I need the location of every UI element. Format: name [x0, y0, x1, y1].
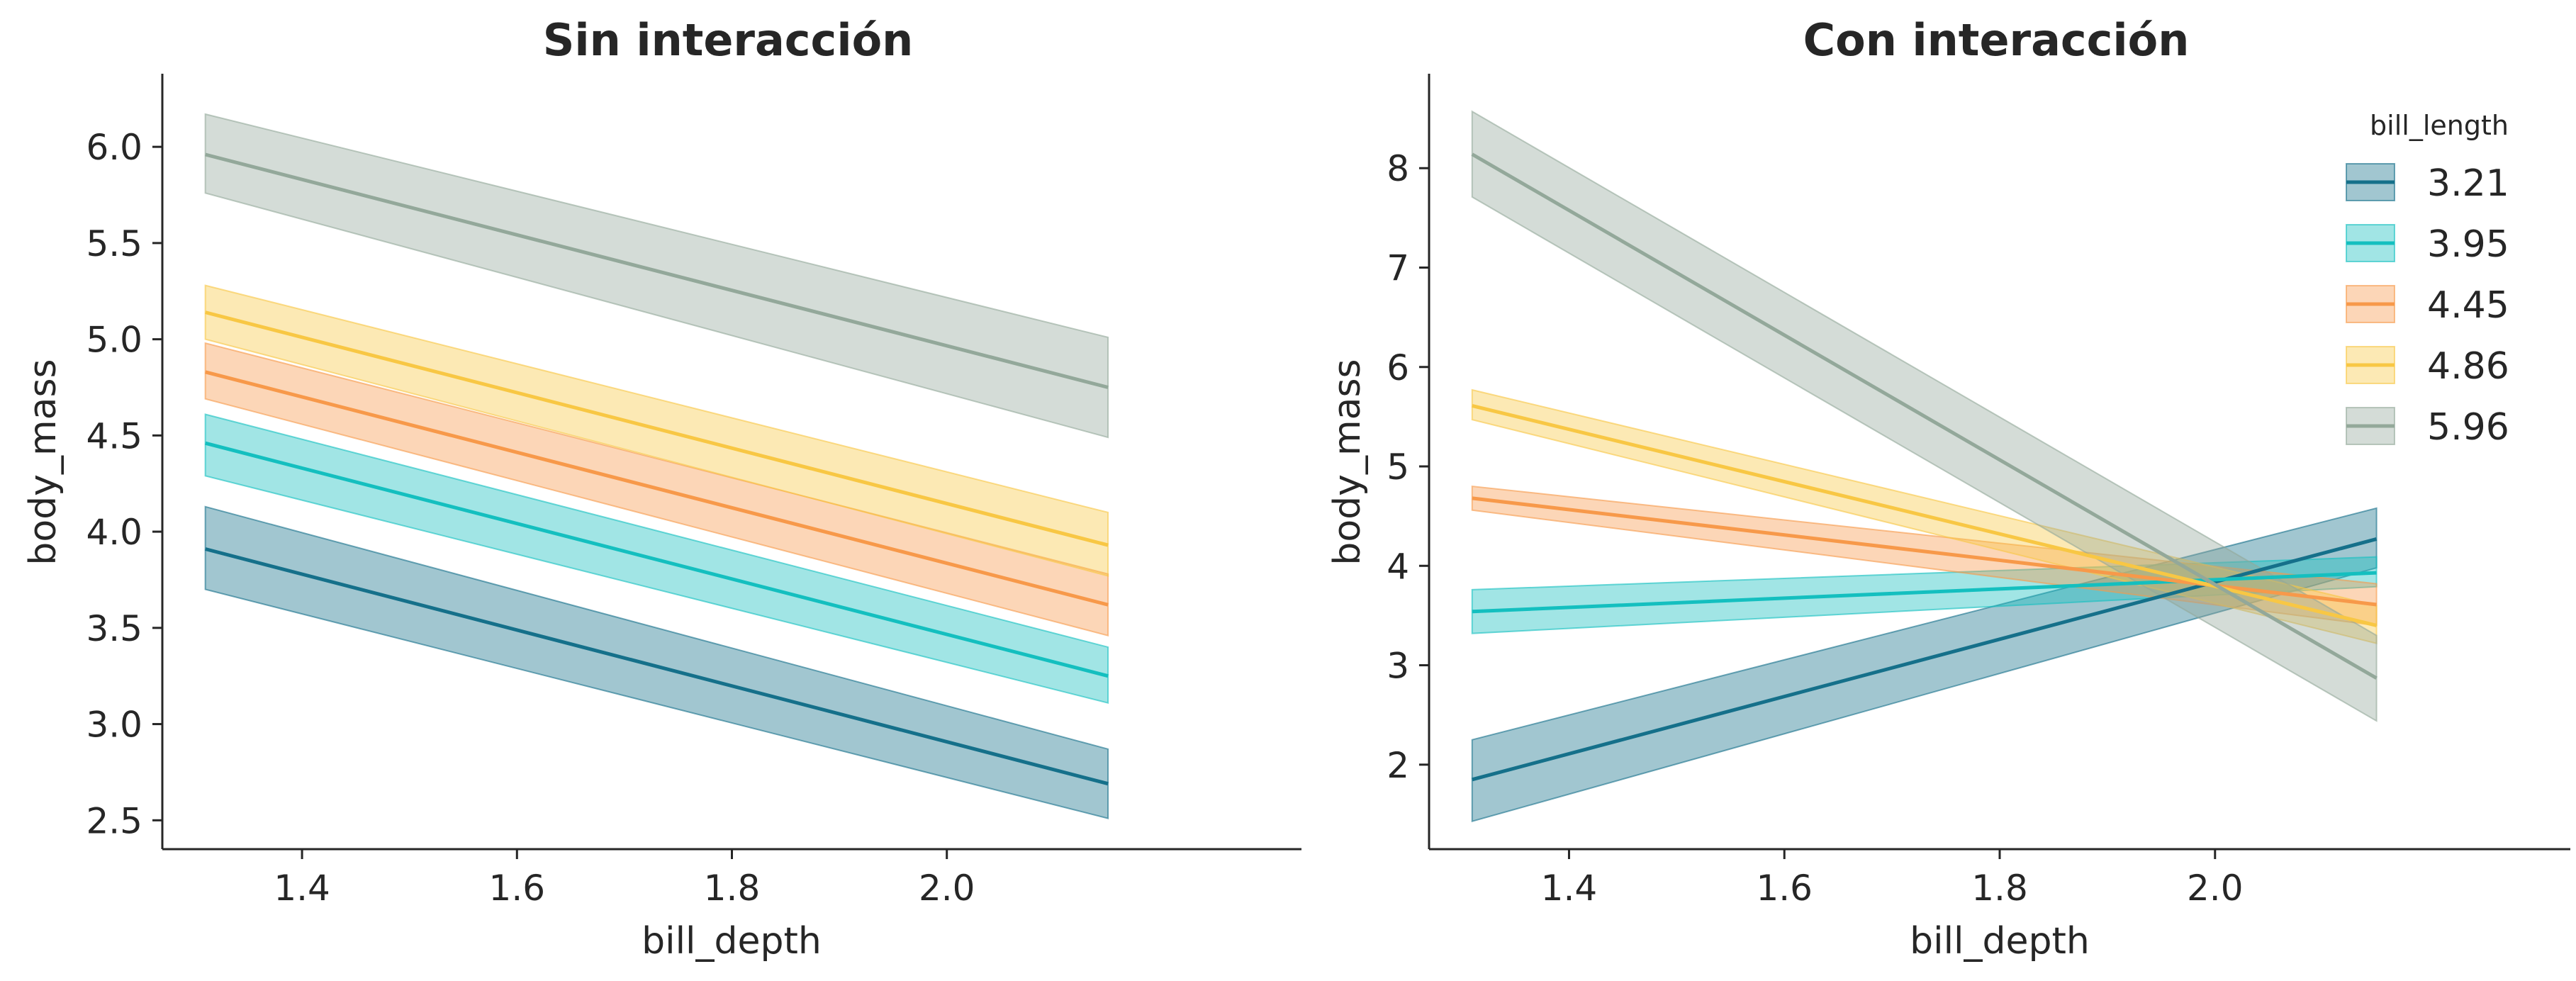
ci-band-3.21	[204, 505, 1109, 819]
legend-label: 3.21	[2427, 162, 2509, 205]
ci-bands	[204, 113, 1109, 819]
series-line-5.96	[1471, 152, 2378, 680]
legend: bill_length 3.21 3.95 4.45 4.86 5.96	[2346, 110, 2509, 449]
y-tick-label: 3	[1387, 646, 1409, 687]
x-tick-label: 1.6	[489, 868, 546, 909]
x-tick-label: 2.0	[919, 868, 975, 909]
legend-label: 4.86	[2427, 345, 2509, 388]
y-tick-label: 5	[1387, 447, 1409, 488]
panel-title: Sin interacción	[543, 14, 914, 66]
y-tick-label: 4	[1387, 546, 1409, 587]
x-axis-label: bill_depth	[642, 920, 822, 963]
y-tick-label: 4.0	[86, 512, 142, 553]
y-tick-label: 2	[1387, 745, 1409, 786]
y-tick-label: 7	[1387, 248, 1409, 289]
x-tick-label: 1.8	[704, 868, 761, 909]
series-line-4.45	[1472, 496, 2377, 607]
y-tick-label: 2.5	[86, 800, 142, 841]
x-tick-label: 2.0	[2187, 868, 2244, 909]
y-tick-label: 4.5	[86, 415, 142, 456]
series-line-4.86	[205, 310, 1109, 547]
y-axis-label: body_mass	[22, 359, 65, 565]
y-tick-label: 6	[1387, 347, 1409, 388]
x-tick-label: 1.8	[1971, 868, 2028, 909]
y-tick-label: 3.0	[86, 705, 142, 746]
x-axis-label: bill_depth	[1910, 920, 2090, 963]
series-line-3.95	[205, 441, 1109, 678]
y-ticks: 2 3 4 5 6 7 8	[1387, 148, 1429, 786]
series-line-4.45	[205, 370, 1109, 607]
mean-lines	[205, 152, 1109, 786]
series-line-3.21	[205, 547, 1109, 786]
x-ticks: 1.4 1.6 1.8 2.0	[274, 849, 975, 909]
y-axis-label: body_mass	[1326, 359, 1369, 565]
panel-sin-interaccion: Sin interacción 1.4 1.6 1.8 2.0 2.5 3.0 3.5 4.…	[22, 14, 1301, 963]
x-tick-label: 1.6	[1756, 868, 1813, 909]
series-line-3.95	[1472, 571, 2377, 614]
x-tick-label: 1.4	[1541, 868, 1598, 909]
y-tick-label: 8	[1387, 148, 1409, 189]
x-ticks: 1.4 1.6 1.8 2.0	[1541, 849, 2244, 909]
y-ticks: 2.5 3.0 3.5 4.0 4.5 5.0 5.5 6.0	[86, 127, 162, 841]
series-line-5.96	[205, 152, 1109, 389]
legend-label: 5.96	[2427, 406, 2509, 449]
panel-title: Con interacción	[1803, 14, 2190, 66]
legend-label: 3.95	[2427, 223, 2509, 266]
panel-con-interaccion: Con interacción 1.4 1.6 1.8 2.0 2 3 4 5 6 7 8 bil…	[1326, 14, 2570, 963]
y-tick-label: 5.0	[86, 320, 142, 361]
legend-label: 4.45	[2427, 284, 2509, 327]
mean-lines	[1471, 152, 2378, 782]
legend-title: bill_length	[2370, 110, 2509, 141]
ci-bands	[1471, 110, 2378, 823]
ci-band-5.96	[204, 113, 1109, 439]
y-tick-label: 6.0	[86, 127, 142, 168]
y-tick-label: 5.5	[86, 223, 142, 264]
y-tick-label: 3.5	[86, 608, 142, 649]
x-tick-label: 1.4	[274, 868, 330, 909]
ci-band-4.86	[204, 284, 1109, 577]
